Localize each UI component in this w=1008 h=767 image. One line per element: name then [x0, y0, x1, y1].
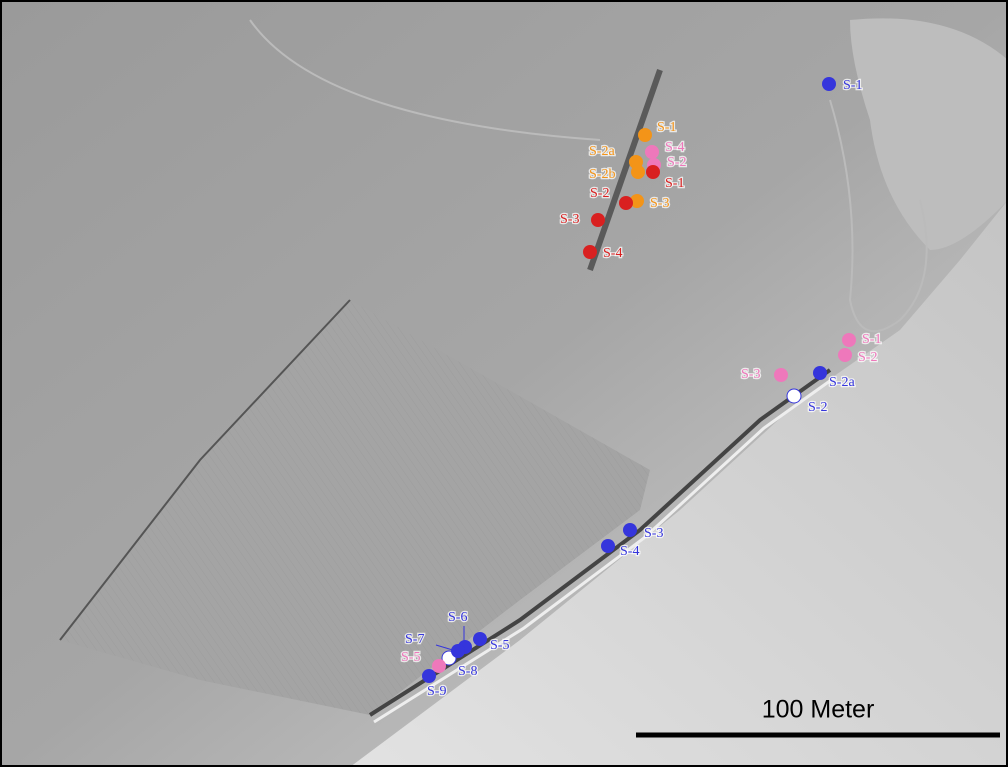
sample-point: [631, 165, 645, 179]
sample-label: S-2a: [829, 375, 855, 390]
sample-label: S-4: [620, 544, 639, 559]
sample-point: [842, 333, 856, 347]
sample-label: S-1: [665, 176, 684, 191]
sample-point: [774, 368, 788, 382]
sample-label: S-3: [644, 526, 663, 541]
sample-point: [623, 523, 637, 537]
map: S-1S-2aS-2S-3S-4S-5S-6S-7S-8S-9S-4S-2S-1…: [0, 0, 1008, 767]
sample-label: S-5: [490, 638, 509, 653]
sample-point: [591, 213, 605, 227]
sample-point: [583, 245, 597, 259]
sample-label: S-2: [858, 350, 877, 365]
sample-label: S-6: [448, 610, 467, 625]
sample-point: [473, 632, 487, 646]
sample-point: [645, 145, 659, 159]
sample-label: S-3: [741, 367, 760, 382]
sample-label: S-2: [590, 186, 609, 201]
sample-label: S-5: [401, 650, 420, 665]
sample-label: S-2: [808, 400, 827, 415]
sample-label: S-3: [650, 196, 669, 211]
sample-point: [601, 539, 615, 553]
sample-point-white: [787, 389, 801, 403]
sample-label: S-1: [657, 120, 676, 135]
sample-point: [638, 128, 652, 142]
sample-point: [432, 659, 446, 673]
scale-label: 100 Meter: [762, 696, 875, 724]
sample-label: S-9: [427, 684, 446, 699]
sample-label: S-2a: [589, 144, 615, 159]
sample-label: S-1: [862, 332, 881, 347]
sample-point: [646, 165, 660, 179]
sample-label: S-8: [458, 664, 477, 679]
sample-label: S-2: [667, 155, 686, 170]
sample-point: [838, 348, 852, 362]
sample-point: [422, 669, 436, 683]
sample-label: S-7: [405, 632, 424, 647]
sample-point: [822, 77, 836, 91]
sample-label: S-3: [560, 212, 579, 227]
sample-label: S-2b: [589, 167, 615, 182]
sample-label: S-1: [843, 78, 862, 93]
sample-label: S-4: [603, 246, 622, 261]
sample-point: [451, 644, 465, 658]
sample-label: S-4: [665, 140, 684, 155]
sample-point: [619, 196, 633, 210]
sample-point: [813, 366, 827, 380]
